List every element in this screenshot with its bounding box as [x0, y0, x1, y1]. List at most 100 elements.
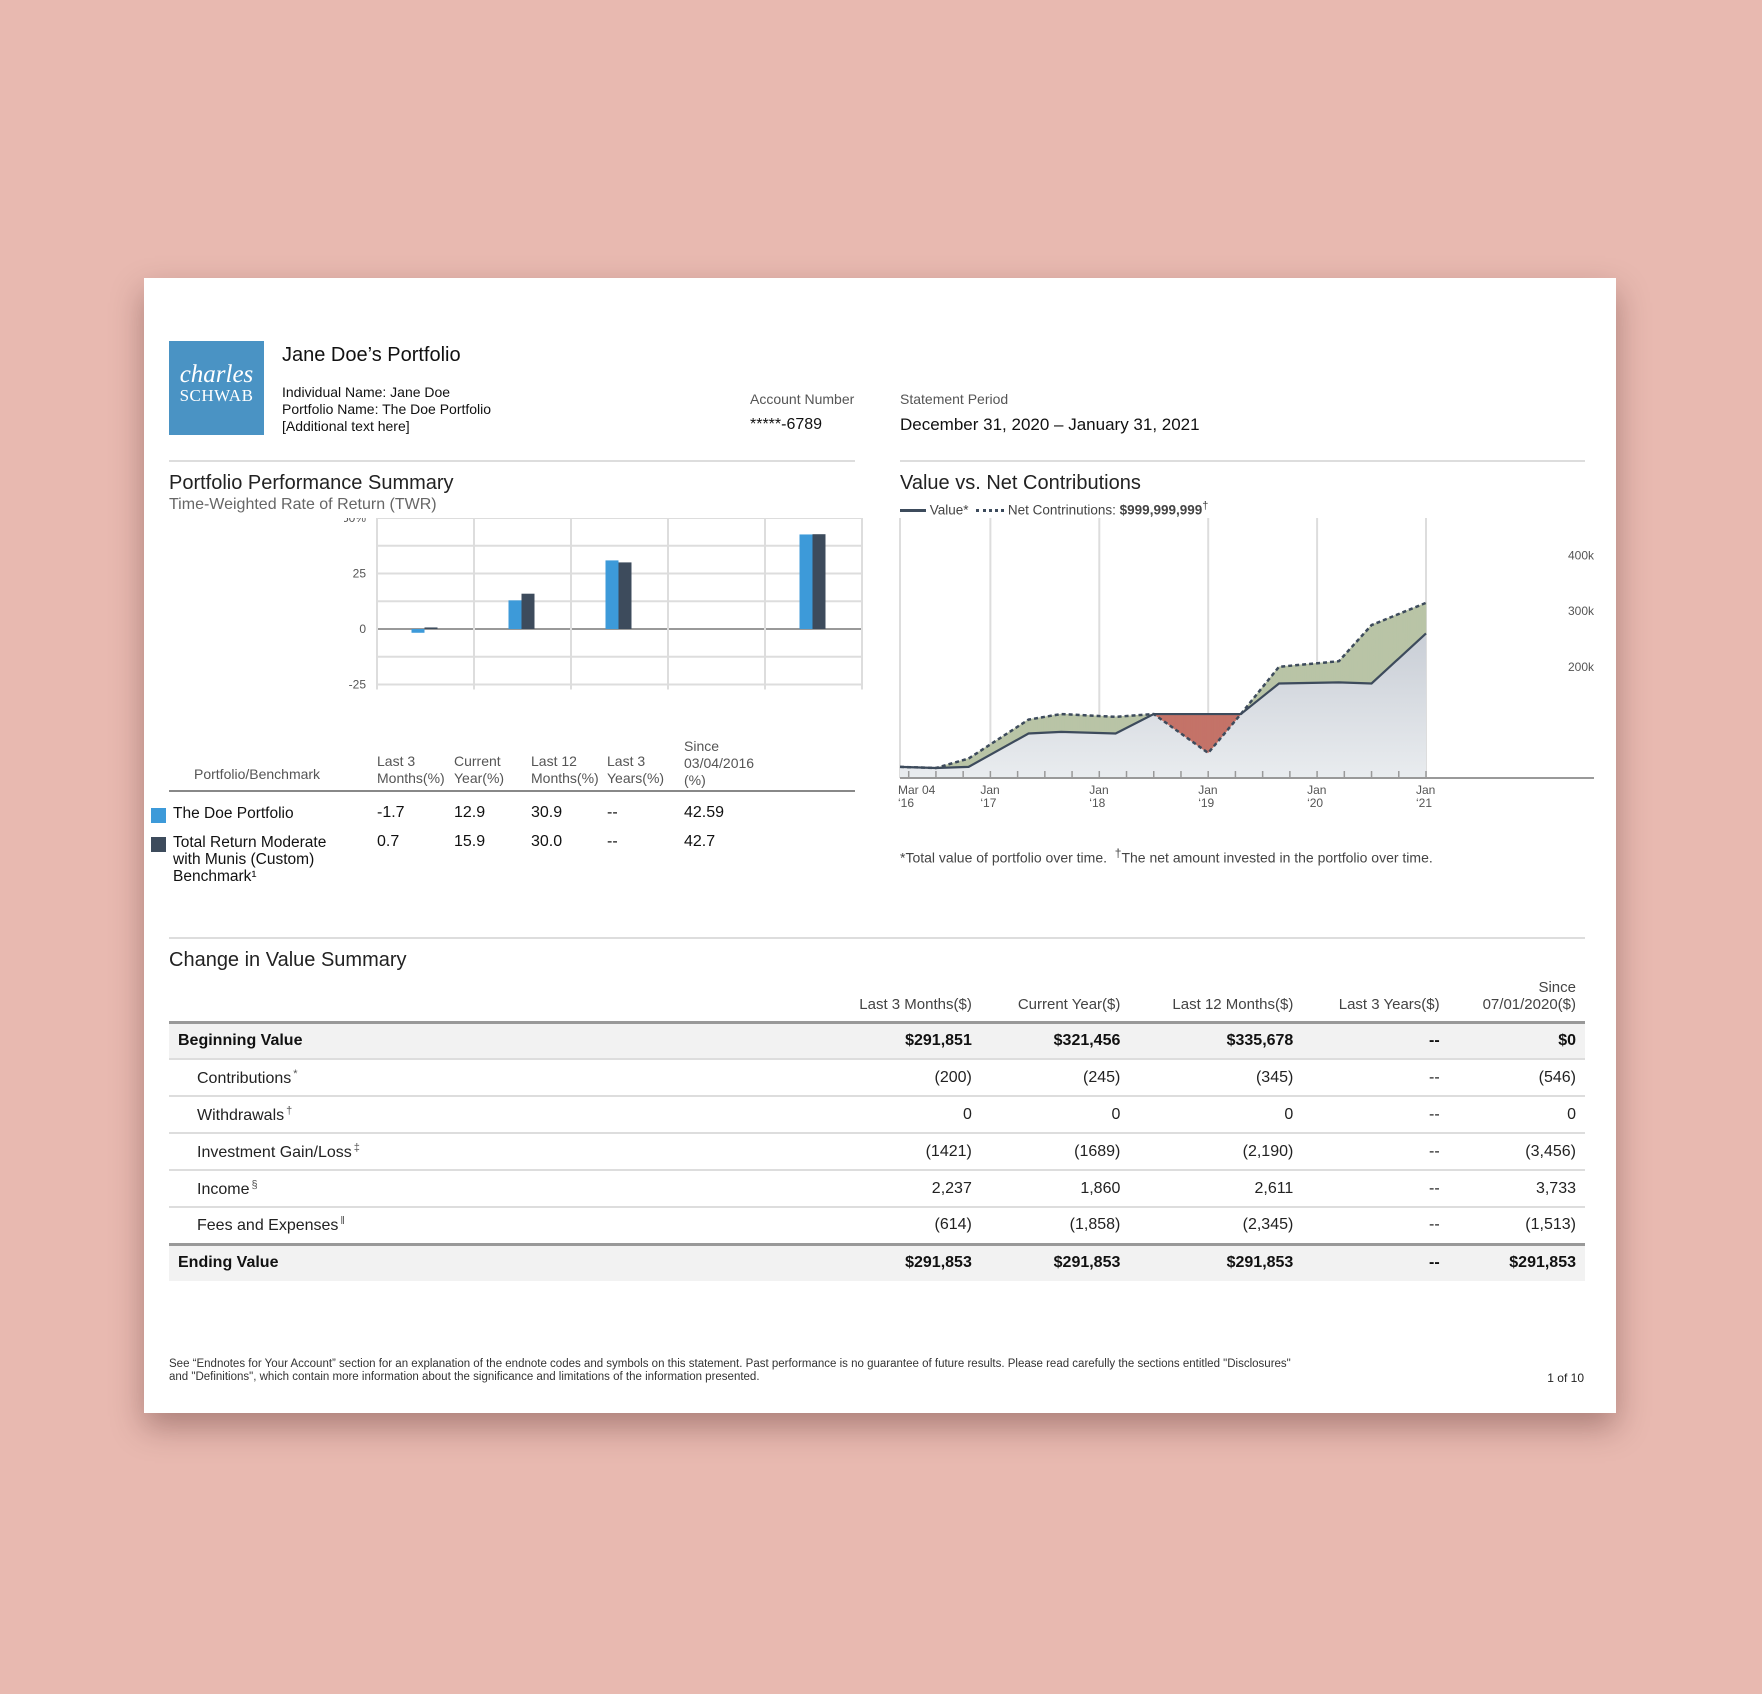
value-xtick-label: ‘20	[1307, 796, 1323, 810]
perf-bar	[424, 627, 438, 629]
value-area-chart: Mar 04‘16Jan‘17Jan‘18Jan‘19Jan‘20Jan‘21$…	[898, 518, 1595, 810]
footnote-value: *Total value of portfolio over time.	[900, 849, 1107, 866]
footnote-marker: ‖	[340, 1215, 345, 1228]
footnote-marker: *	[293, 1067, 298, 1080]
perf-col-header-line: Since	[684, 738, 720, 754]
footnote-net: The net amount invested in the portfolio…	[1121, 849, 1433, 866]
perf-ytick-label: 0	[359, 622, 366, 636]
value-xtick-label: Jan	[1416, 783, 1435, 797]
table-column-header: Last 3 Months($)	[819, 974, 981, 1024]
perf-col-header-line: Months(%)	[531, 770, 599, 786]
row-label: Ending Value	[169, 1242, 819, 1281]
row-label-text: Income	[197, 1180, 250, 1198]
row-value: --	[1302, 1170, 1449, 1208]
value-chart-title: Value vs. Net Contributions	[900, 472, 1141, 494]
table-column-header: Last 12 Months($)	[1129, 974, 1303, 1024]
row-value: --	[1302, 1096, 1449, 1134]
perf-col-header-line: 03/04/2016	[684, 755, 755, 771]
footer-disclaimer: See “Endnotes for Your Account” section …	[169, 1358, 1469, 1384]
value-xtick-label: Jan	[1198, 783, 1217, 797]
legend-value-line	[900, 509, 926, 513]
perf-row-value: 0.7	[377, 833, 400, 850]
row-value: $291,853	[819, 1242, 981, 1281]
row-label-text: Investment Gain/Loss	[197, 1143, 352, 1161]
footer-line1: See “Endnotes for Your Account” section …	[169, 1358, 1291, 1370]
performance-title: Portfolio Performance Summary	[169, 472, 454, 494]
perf-bar	[618, 562, 632, 629]
table-column-header-line: Current Year($)	[1017, 995, 1121, 1013]
perf-col-header: Last 3 Years(%)	[607, 753, 664, 787]
performance-bar-chart: 50% 25 0 -25	[344, 518, 863, 692]
value-area	[900, 633, 1426, 778]
footnote-marker: §	[251, 1178, 258, 1191]
legend-net-mark: †	[1202, 500, 1209, 512]
divider	[169, 790, 855, 792]
perf-col-header: Last 12 Months(%)	[531, 753, 599, 787]
table-row: Ending Value $291,853 $291,853 $291,853 -- $2…	[169, 1242, 1585, 1281]
row-value: (345)	[1129, 1059, 1303, 1097]
table-column-header-line: Last 3 Years($)	[1338, 995, 1440, 1013]
row-label-text: Contributions	[197, 1069, 292, 1087]
row-value: $291,851	[819, 1022, 981, 1060]
individual-name: Individual Name: Jane Doe	[282, 384, 451, 400]
perf-ytick-label: 25	[353, 567, 367, 581]
perf-row-name: Total Return Moderate with Munis (Custom)…	[173, 834, 326, 885]
row-value: 0	[819, 1096, 981, 1134]
perf-col-header-line: Year(%)	[454, 770, 505, 786]
value-xtick-label: Jan	[980, 783, 999, 797]
value-ytick-label: 300k	[1568, 604, 1595, 618]
charles-schwab-logo: charles SCHWAB	[169, 341, 264, 435]
row-value: (245)	[980, 1059, 1130, 1097]
table-row: Withdrawals † 0 0 0 -- 0	[169, 1096, 1585, 1134]
perf-col-header-line: (%)	[684, 772, 706, 788]
row-value: $321,456	[980, 1022, 1130, 1060]
row-value: (1689)	[980, 1133, 1130, 1171]
portfolio-meta: Individual Name: Jane Doe Portfolio Name…	[282, 384, 491, 435]
row-value: 2,611	[1129, 1170, 1303, 1208]
row-label: Contributions *	[169, 1059, 819, 1097]
footer-line2: and "Definitions", which contain more in…	[169, 1371, 760, 1383]
perf-col-header: Current Year(%)	[454, 753, 504, 787]
perf-col-header: Last 3 Months(%)	[377, 753, 445, 787]
value-xtick-label: ‘16	[898, 796, 914, 810]
portfolio-title: Jane Doe’s Portfolio	[282, 344, 461, 366]
table-row: Income § 2,237 1,860 2,611 -- 3,733	[169, 1170, 1585, 1208]
row-value: --	[1302, 1022, 1449, 1060]
row-value: 1,860	[980, 1170, 1130, 1208]
footnote-marker: ‡	[353, 1141, 360, 1154]
perf-col-header-line: Last 12	[531, 753, 577, 769]
performance-subtitle: Time-Weighted Rate of Return (TWR)	[169, 496, 437, 513]
row-value: 3,733	[1448, 1170, 1585, 1208]
row-label: Withdrawals †	[169, 1096, 819, 1134]
perf-col-header-line: Current	[454, 753, 501, 769]
perf-row-name-line: The Doe Portfolio	[173, 805, 294, 822]
footnote-mark: †	[1114, 846, 1122, 860]
table-column-header: Last 3 Years($)	[1302, 974, 1449, 1024]
row-label-text: Beginning Value	[178, 1031, 303, 1049]
row-value: (3,456)	[1448, 1133, 1585, 1171]
table-column-header: Current Year($)	[980, 974, 1130, 1024]
row-value: (200)	[819, 1059, 981, 1097]
perf-row-value: 15.9	[454, 833, 486, 850]
row-value: $335,678	[1129, 1022, 1303, 1060]
account-number: *****-6789	[750, 416, 823, 433]
perf-row-value: 42.7	[684, 833, 716, 850]
footnote-marker: †	[286, 1104, 293, 1117]
legend-net-label: Net Contrinutions:	[1007, 502, 1116, 518]
perf-bar	[812, 534, 826, 629]
series-swatch	[151, 837, 166, 852]
statement-page: charles SCHWAB Jane Doe’s Portfolio Indi…	[144, 278, 1616, 1413]
perf-row-value: 30.9	[531, 804, 563, 821]
row-label: Beginning Value	[169, 1022, 819, 1060]
divider	[169, 937, 1585, 939]
legend-net-line	[976, 509, 1005, 513]
perf-bar	[508, 600, 522, 629]
row-value: $291,853	[980, 1242, 1130, 1281]
statement-period: December 31, 2020 – January 31, 2021	[900, 415, 1200, 434]
logo-line1: charles	[179, 361, 254, 388]
table-header-row: Last 3 Months($) Current Year($) Last 12 M…	[169, 974, 1585, 1024]
perf-row-name-line: Total Return Moderate	[173, 834, 327, 851]
perf-bar	[799, 534, 813, 629]
value-line	[899, 632, 1427, 770]
table-row: Fees and Expenses ‖ (614) (1,858) (2,345) --(…	[169, 1207, 1585, 1245]
